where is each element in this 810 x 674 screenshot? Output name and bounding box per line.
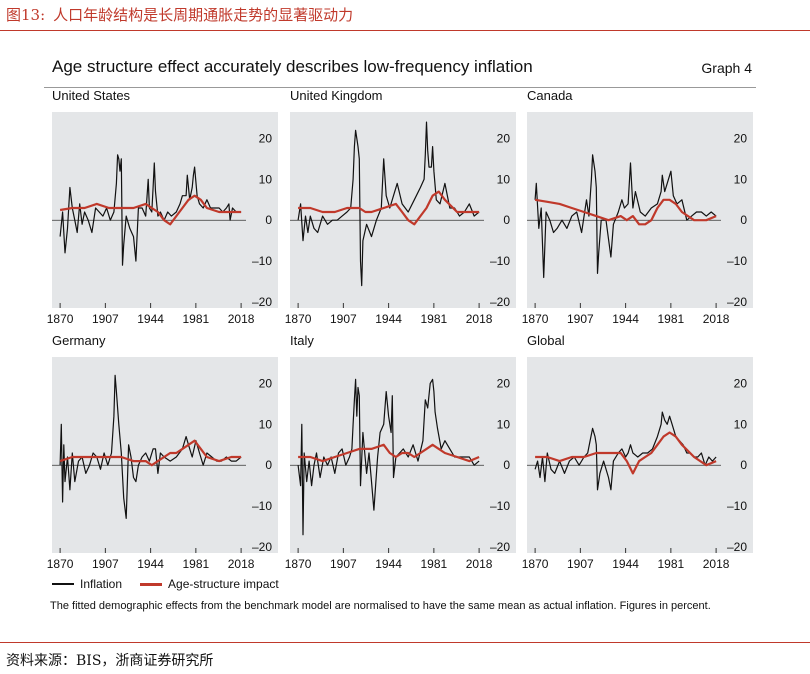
y-tick-label: –10 bbox=[727, 254, 747, 268]
y-tick-label: 20 bbox=[259, 131, 273, 145]
y-tick-label: 20 bbox=[259, 376, 273, 390]
legend-swatch-inflation bbox=[52, 583, 74, 585]
y-tick-label: –10 bbox=[490, 254, 510, 268]
y-tick-label: –20 bbox=[490, 540, 510, 554]
legend-item-age-structure: Age-structure impact bbox=[140, 577, 279, 591]
y-tick-label: 10 bbox=[497, 417, 511, 431]
x-tick-label: 1944 bbox=[137, 312, 164, 326]
graph-number: Graph 4 bbox=[701, 60, 752, 76]
caption-rule bbox=[0, 30, 810, 31]
y-tick-label: 10 bbox=[497, 172, 511, 186]
y-tick-label: –10 bbox=[252, 499, 272, 513]
x-tick-label: 1870 bbox=[522, 312, 549, 326]
panel-title-canada: Canada bbox=[527, 88, 573, 103]
x-tick-label: 1907 bbox=[567, 557, 594, 571]
panel-title-united-states: United States bbox=[52, 88, 131, 103]
y-tick-label: –20 bbox=[727, 540, 747, 554]
y-tick-label: –10 bbox=[727, 499, 747, 513]
series-age-structure-germany bbox=[59, 439, 242, 467]
x-tick-label: 1907 bbox=[330, 557, 357, 571]
y-tick-label: –20 bbox=[252, 295, 272, 309]
x-tick-label: 1870 bbox=[47, 557, 74, 571]
y-tick-label: 10 bbox=[259, 417, 273, 431]
series-age-structure-global bbox=[535, 431, 717, 475]
y-tick-label: 10 bbox=[734, 172, 748, 186]
y-tick-label: 20 bbox=[734, 376, 748, 390]
y-tick-label: 20 bbox=[734, 131, 748, 145]
panel-title-germany: Germany bbox=[52, 333, 106, 348]
legend-swatch-age-structure bbox=[140, 582, 163, 586]
y-tick-label: 10 bbox=[734, 417, 748, 431]
y-tick-label: –10 bbox=[490, 499, 510, 513]
x-tick-label: 1944 bbox=[612, 557, 639, 571]
source-rule bbox=[0, 642, 810, 643]
x-tick-label: 1870 bbox=[522, 557, 549, 571]
series-inflation-united-states bbox=[59, 154, 242, 266]
panel-title-united-kingdom: United Kingdom bbox=[290, 88, 383, 103]
panel-title-italy: Italy bbox=[290, 333, 314, 348]
x-tick-label: 1907 bbox=[92, 557, 119, 571]
y-tick-label: 0 bbox=[740, 213, 747, 227]
y-tick-label: 0 bbox=[740, 458, 747, 472]
x-tick-label: 1944 bbox=[612, 312, 639, 326]
x-tick-label: 2018 bbox=[466, 557, 493, 571]
y-tick-label: –20 bbox=[490, 295, 510, 309]
x-tick-label: 2018 bbox=[228, 312, 255, 326]
x-tick-label: 1944 bbox=[375, 312, 402, 326]
y-tick-label: 0 bbox=[265, 213, 272, 227]
x-tick-label: 1870 bbox=[47, 312, 74, 326]
figure-caption-text: 人口年龄结构是长周期通胀走势的显著驱动力 bbox=[53, 6, 354, 24]
x-tick-label: 2018 bbox=[228, 557, 255, 571]
x-tick-label: 1870 bbox=[285, 312, 312, 326]
series-inflation-germany bbox=[59, 374, 242, 520]
x-tick-label: 1907 bbox=[92, 312, 119, 326]
x-tick-label: 1981 bbox=[658, 557, 685, 571]
panel-bg-italy bbox=[290, 357, 516, 553]
graph-title: Age structure effect accurately describe… bbox=[52, 57, 533, 76]
series-inflation-canada bbox=[534, 154, 717, 279]
x-tick-label: 2018 bbox=[466, 312, 493, 326]
legend-item-inflation: Inflation bbox=[52, 577, 122, 591]
source-note: 资料来源：BIS，浙商证券研究所 bbox=[6, 653, 214, 669]
x-tick-label: 1981 bbox=[421, 312, 448, 326]
y-tick-label: –20 bbox=[252, 540, 272, 554]
x-tick-label: 1981 bbox=[421, 557, 448, 571]
legend-label-age-structure: Age-structure impact bbox=[168, 577, 279, 591]
x-tick-label: 1907 bbox=[330, 312, 357, 326]
x-tick-label: 1981 bbox=[183, 312, 210, 326]
panel-bg-germany bbox=[52, 357, 278, 553]
y-tick-label: –10 bbox=[252, 254, 272, 268]
legend-label-inflation: Inflation bbox=[80, 577, 123, 591]
x-tick-label: 1981 bbox=[658, 312, 685, 326]
series-age-structure-united-kingdom bbox=[298, 190, 480, 226]
panel-title-global: Global bbox=[527, 333, 565, 348]
x-tick-label: 1981 bbox=[183, 557, 210, 571]
series-age-structure-canada bbox=[534, 198, 717, 226]
x-tick-label: 1944 bbox=[137, 557, 164, 571]
panel-bg-united-states bbox=[52, 112, 278, 308]
y-tick-label: 0 bbox=[503, 213, 510, 227]
figure-caption-label: 图13: bbox=[6, 6, 46, 24]
y-tick-label: 20 bbox=[497, 376, 511, 390]
x-tick-label: 2018 bbox=[703, 557, 730, 571]
series-inflation-italy bbox=[297, 378, 480, 536]
chart-legend: Inflation Age-structure impact bbox=[52, 577, 289, 591]
y-tick-label: 20 bbox=[497, 131, 511, 145]
x-tick-label: 2018 bbox=[703, 312, 730, 326]
y-tick-label: –20 bbox=[727, 295, 747, 309]
y-tick-label: 0 bbox=[265, 458, 272, 472]
series-age-structure-italy bbox=[298, 443, 480, 463]
series-age-structure-united-states bbox=[59, 194, 242, 226]
title-divider bbox=[44, 87, 756, 88]
graph-footnote: The fitted demographic effects from the … bbox=[50, 600, 711, 612]
figure-caption: 图13: 人口年龄结构是长周期通胀走势的显著驱动力 bbox=[6, 4, 353, 25]
x-tick-label: 1944 bbox=[375, 557, 402, 571]
panel-bg-united-kingdom bbox=[290, 112, 516, 308]
x-tick-label: 1870 bbox=[285, 557, 312, 571]
y-tick-label: 0 bbox=[503, 458, 510, 472]
x-tick-label: 1907 bbox=[567, 312, 594, 326]
y-tick-label: 10 bbox=[259, 172, 273, 186]
